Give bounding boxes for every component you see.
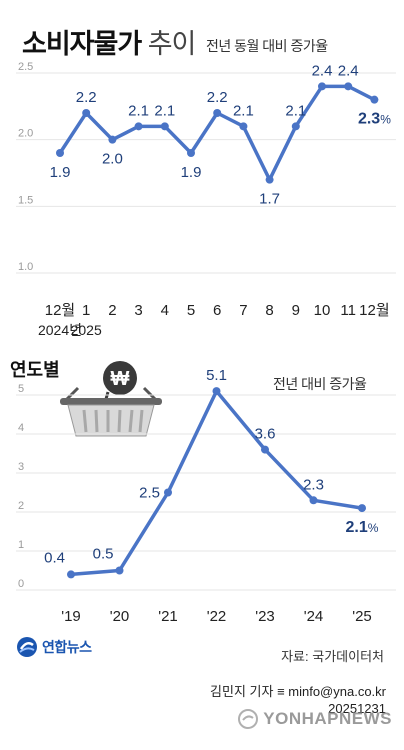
data-point [261, 445, 269, 454]
x-tick-label: 7 [239, 302, 247, 319]
x-tick-label: 1 [82, 302, 90, 319]
data-point [358, 504, 366, 513]
data-point [318, 82, 326, 91]
data-point [164, 488, 172, 497]
y-tick-label: 4 [18, 422, 24, 434]
watermark-text: YONHAPNEWS [263, 709, 392, 728]
data-label: 2.2 [76, 89, 97, 106]
credit-author: 김민지 기자 ≡ minfo@yna.co.kr [210, 684, 386, 699]
svg-text:₩: ₩ [111, 368, 130, 390]
x-tick-label: 12월 [45, 302, 76, 319]
data-label-unit: % [368, 521, 379, 535]
x-tick-label: 2 [108, 302, 116, 319]
credit: 김민지 기자 ≡ minfo@yna.co.kr 20251231 [210, 683, 386, 717]
data-label: 2.0 [102, 151, 123, 168]
data-label: 2.1 [128, 102, 149, 119]
yonhap-logo: 연합뉴스 [16, 636, 92, 658]
data-label: 5.1 [206, 367, 227, 384]
logo-text: 연합뉴스 [42, 639, 92, 655]
annual-section-title: 연도별 [10, 360, 60, 380]
data-point [108, 135, 117, 144]
annual-cpi-chart: 5 4 3 2 1 0 '19 '20 '21 '22 '23 '24 '25 0.4 0.5 2.5 5.1 3… [16, 367, 396, 625]
data-point [212, 387, 221, 396]
data-point [187, 149, 195, 157]
yonhap-logo-icon [17, 637, 37, 657]
data-label: 2.1 [154, 102, 175, 119]
data-label: 3.6 [255, 426, 276, 443]
data-point [115, 566, 124, 575]
data-point [67, 570, 75, 579]
annual-section-subtitle: 전년 대비 증가율 [273, 376, 367, 392]
data-label: 2.5 [139, 485, 160, 502]
data-label: 2.1% [346, 519, 379, 536]
data-label: 1.7 [259, 191, 280, 208]
data-point [265, 175, 274, 184]
x-tick-label: 8 [265, 302, 273, 319]
data-point [56, 149, 64, 157]
title-bold: 소비자물가 [22, 29, 142, 59]
data-point [291, 122, 300, 131]
x-tick-label: 11 [340, 302, 356, 319]
data-label: 0.4 [44, 549, 65, 566]
x-tick-label: '23 [255, 608, 275, 625]
data-label: 2.4 [312, 62, 333, 79]
data-point [213, 109, 222, 117]
x-tick-label: '25 [352, 608, 372, 625]
data-label: 2.1 [233, 102, 254, 119]
x-tick-sublabel: 2025 [71, 322, 102, 338]
x-tick-label: 12월 [359, 302, 390, 319]
data-point [309, 496, 318, 505]
x-tick-label: '21 [158, 608, 178, 625]
credit-date: 20251231 [328, 701, 386, 716]
x-tick-sublabel: 2024년 [38, 322, 82, 338]
y-tick-label: 1.5 [18, 194, 33, 206]
y-tick-label: 1.0 [18, 261, 33, 273]
data-label: 1.9 [181, 164, 202, 181]
data-label-unit: % [380, 113, 391, 127]
watermark: YONHAPNEWS [237, 708, 392, 730]
y-tick-label: 2 [18, 500, 24, 512]
x-tick-label: '19 [61, 608, 81, 625]
x-tick-label: '24 [304, 608, 324, 625]
y-tick-label: 0 [18, 578, 24, 590]
x-tick-label: 4 [161, 302, 169, 319]
data-label: 0.5 [93, 546, 114, 563]
data-point [239, 122, 248, 131]
y-tick-label: 2.0 [18, 128, 33, 140]
x-tick-label: 6 [213, 302, 221, 319]
x-tick-label: 10 [314, 302, 331, 319]
title-light: 추이 [147, 29, 197, 59]
shopping-basket-icon: ₩ [60, 361, 162, 437]
page-title: 소비자물가 추이 [22, 22, 197, 61]
chart-subtitle: 전년 동월 대비 증가율 [206, 38, 328, 54]
data-point [134, 122, 143, 131]
data-label: 2.3% [358, 111, 391, 128]
data-label: 2.4 [338, 62, 359, 79]
x-tick-label: 5 [187, 302, 195, 319]
y-tick-label: 5 [18, 383, 24, 395]
data-point [344, 82, 353, 91]
data-point [160, 122, 169, 131]
watermark-icon [238, 709, 259, 729]
data-point [82, 109, 91, 117]
data-label: 2.2 [207, 89, 228, 106]
data-label: 2.3 [303, 476, 324, 493]
x-tick-label: 3 [134, 302, 142, 319]
x-tick-label: '20 [110, 608, 130, 625]
x-tick-label: 9 [292, 302, 300, 319]
x-tick-label: '22 [207, 608, 227, 625]
data-point [370, 95, 379, 104]
data-source: 자료: 국가데이터처 [281, 649, 384, 664]
y-tick-label: 1 [18, 539, 24, 551]
y-tick-label: 2.5 [18, 61, 33, 73]
data-label: 2.1 [285, 102, 306, 119]
y-tick-label: 3 [18, 461, 24, 473]
data-label: 1.9 [50, 164, 71, 181]
